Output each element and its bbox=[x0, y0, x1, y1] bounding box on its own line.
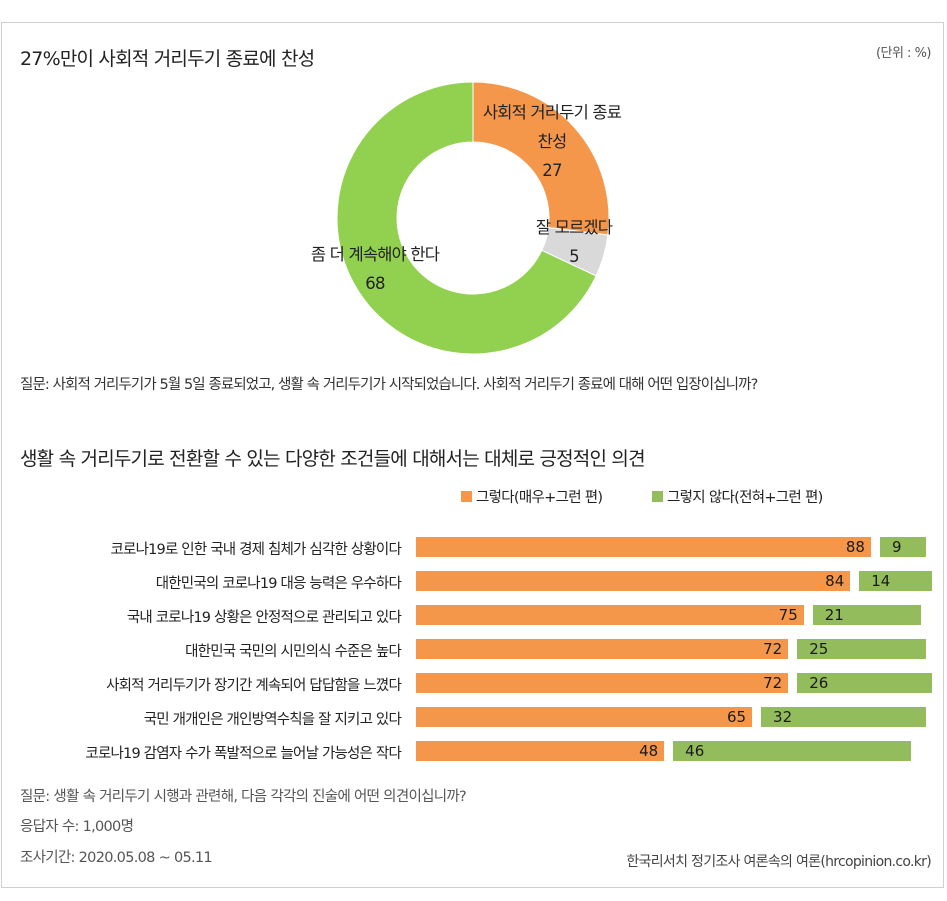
bar-agree bbox=[416, 639, 789, 659]
bar-disagree-value: 25 bbox=[809, 640, 829, 658]
bar-category-label: 사회적 거리두기가 장기간 계속되어 답답함을 느꼈다 bbox=[106, 678, 402, 694]
bar-disagree-value: 9 bbox=[891, 538, 902, 556]
bar-agree bbox=[416, 741, 665, 761]
legend-disagree-label: 그렇지 않다(전혀+그런 편) bbox=[667, 490, 823, 506]
slice-label-unsure: 잘 모르겠다 5 bbox=[535, 213, 613, 271]
bar-category-label: 대한민국 국민의 시민의식 수준은 높다 bbox=[185, 644, 402, 660]
bar-category-label: 코로나19 감염자 수가 폭발적으로 늘어날 가능성은 작다 bbox=[85, 746, 401, 762]
bar-title: 생활 속 거리두기로 전환할 수 있는 다양한 조건들에 대해서는 대체로 긍정… bbox=[20, 448, 646, 470]
donut-slice-end bbox=[472, 81, 610, 236]
bar-agree bbox=[416, 673, 789, 693]
bar-disagree-value: 14 bbox=[871, 572, 891, 590]
bar-agree bbox=[416, 537, 871, 557]
slice-label-continue-value: 68 bbox=[365, 274, 385, 293]
bar-disagree-value: 21 bbox=[824, 606, 844, 624]
legend-disagree: 그렇지 않다(전혀+그런 편) bbox=[652, 486, 823, 507]
bar-agree-value: 75 bbox=[778, 606, 798, 624]
slice-label-end-value: 27 bbox=[542, 161, 562, 180]
bar-category-label: 코로나19로 인한 국내 경제 침체가 심각한 상황이다 bbox=[110, 542, 401, 558]
legend-agree-swatch bbox=[461, 491, 472, 502]
slice-label-continue: 좀 더 계속해야 한다 68 bbox=[310, 240, 440, 298]
bar-disagree-value: 46 bbox=[685, 742, 705, 760]
bar-disagree bbox=[879, 537, 927, 557]
bar-disagree bbox=[812, 605, 922, 625]
donut-title: 27%만이 사회적 거리두기 종료에 찬성 bbox=[20, 48, 315, 70]
donut-slice-continue bbox=[336, 81, 597, 355]
slice-label-end-line1: 사회적 거리두기 종료 bbox=[482, 103, 622, 122]
respondents: 응답자 수: 1,000명 bbox=[20, 819, 134, 835]
legend-disagree-swatch bbox=[652, 491, 663, 502]
bar-agree-value: 84 bbox=[825, 572, 845, 590]
survey-period: 조사기간: 2020.05.08 ~ 05.11 bbox=[20, 850, 213, 866]
donut-chart bbox=[336, 81, 610, 355]
legend-agree-label: 그렇다(매우+그런 편) bbox=[476, 490, 603, 506]
bar-agree-value: 72 bbox=[763, 640, 783, 658]
bar-agree-value: 48 bbox=[639, 742, 659, 760]
bar-disagree-value: 26 bbox=[809, 674, 829, 692]
donut-question: 질문: 사회적 거리두기가 5월 5일 종료되었고, 생활 속 거리두기가 시작… bbox=[20, 377, 758, 393]
bar-disagree bbox=[673, 741, 911, 761]
bar-question: 질문: 생활 속 거리두기 시행과 관련해, 다음 각각의 진술에 어떤 의견이… bbox=[20, 789, 467, 805]
bar-agree-value: 65 bbox=[726, 708, 747, 726]
chart-frame bbox=[1, 22, 944, 888]
bar-agree-value: 88 bbox=[845, 538, 865, 556]
slice-label-unsure-line1: 잘 모르겠다 bbox=[535, 218, 613, 237]
legend-agree: 그렇다(매우+그런 편) bbox=[461, 486, 603, 507]
bar-category-label: 대한민국의 코로나19 대응 능력은 우수하다 bbox=[155, 576, 402, 592]
slice-label-end: 사회적 거리두기 종료 찬성 27 bbox=[482, 98, 622, 185]
bar-disagree bbox=[797, 673, 932, 693]
unit-label: (단위 : %) bbox=[875, 46, 932, 61]
source-credit: 한국리서치 정기조사 여론속의 여론(hrcopinion.co.kr) bbox=[626, 854, 931, 870]
bar-category-label: 국민 개개인은 개인방역수칙을 잘 지키고 있다 bbox=[143, 712, 402, 728]
slice-label-end-line2: 찬성 bbox=[537, 132, 568, 151]
slice-label-unsure-value: 5 bbox=[569, 247, 580, 266]
bar-disagree bbox=[797, 639, 927, 659]
bar-disagree bbox=[859, 571, 932, 591]
bar-agree bbox=[416, 571, 851, 591]
bar-agree bbox=[416, 605, 804, 625]
slice-label-continue-line1: 좀 더 계속해야 한다 bbox=[310, 245, 440, 264]
bar-agree-value: 72 bbox=[763, 674, 783, 692]
bar-disagree-value: 32 bbox=[773, 708, 793, 726]
bar-agree bbox=[416, 707, 753, 727]
bar-disagree bbox=[761, 707, 927, 727]
bar-category-label: 국내 코로나19 상황은 안정적으로 관리되고 있다 bbox=[126, 610, 402, 626]
